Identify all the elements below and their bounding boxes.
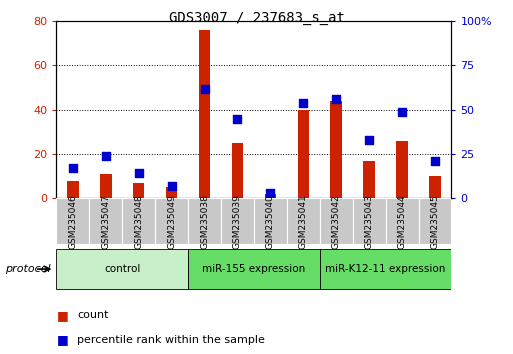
Bar xyxy=(188,249,320,290)
Text: miR-K12-11 expression: miR-K12-11 expression xyxy=(325,264,446,274)
Text: GSM235039: GSM235039 xyxy=(233,194,242,249)
Bar xyxy=(363,161,375,198)
Bar xyxy=(67,181,78,198)
Bar xyxy=(419,198,451,244)
Text: ■: ■ xyxy=(56,333,68,346)
Point xyxy=(134,171,143,176)
Bar xyxy=(429,176,441,198)
Text: GDS3007 / 237683_s_at: GDS3007 / 237683_s_at xyxy=(169,11,344,25)
Point xyxy=(431,158,439,164)
Text: GSM235042: GSM235042 xyxy=(332,194,341,249)
Point xyxy=(201,86,209,91)
Bar xyxy=(166,187,177,198)
Bar xyxy=(320,249,451,290)
Point xyxy=(365,137,373,143)
Point xyxy=(102,153,110,159)
Text: GSM235049: GSM235049 xyxy=(167,194,176,249)
Text: GSM235041: GSM235041 xyxy=(299,194,308,249)
Bar xyxy=(56,198,89,244)
Bar xyxy=(254,198,287,244)
Point xyxy=(299,100,307,105)
Bar xyxy=(298,110,309,198)
Bar xyxy=(100,174,111,198)
Bar xyxy=(386,198,419,244)
Point xyxy=(168,183,176,189)
Point xyxy=(266,190,274,196)
Bar xyxy=(89,198,122,244)
Bar xyxy=(155,198,188,244)
Bar xyxy=(221,198,254,244)
Point xyxy=(233,116,242,121)
Text: GSM235043: GSM235043 xyxy=(365,194,373,249)
Text: count: count xyxy=(77,310,108,320)
Point xyxy=(332,96,340,102)
Text: GSM235048: GSM235048 xyxy=(134,194,143,249)
Bar xyxy=(122,198,155,244)
Bar xyxy=(133,183,145,198)
Text: GSM235047: GSM235047 xyxy=(101,194,110,249)
Bar xyxy=(353,198,386,244)
Text: miR-155 expression: miR-155 expression xyxy=(202,264,306,274)
Text: control: control xyxy=(104,264,141,274)
Text: GSM235044: GSM235044 xyxy=(398,194,407,249)
Bar xyxy=(330,101,342,198)
Bar xyxy=(188,198,221,244)
Bar xyxy=(199,30,210,198)
Point xyxy=(69,165,77,171)
Bar xyxy=(320,198,353,244)
Bar xyxy=(265,194,276,198)
Bar xyxy=(232,143,243,198)
Bar xyxy=(397,141,408,198)
Text: GSM235038: GSM235038 xyxy=(200,194,209,249)
Text: percentile rank within the sample: percentile rank within the sample xyxy=(77,335,265,345)
Text: protocol: protocol xyxy=(5,264,51,274)
Bar xyxy=(56,249,188,290)
Text: GSM235045: GSM235045 xyxy=(430,194,440,249)
Text: GSM235046: GSM235046 xyxy=(68,194,77,249)
Text: GSM235040: GSM235040 xyxy=(266,194,275,249)
Text: ■: ■ xyxy=(56,309,68,321)
Point xyxy=(398,109,406,114)
Bar xyxy=(287,198,320,244)
